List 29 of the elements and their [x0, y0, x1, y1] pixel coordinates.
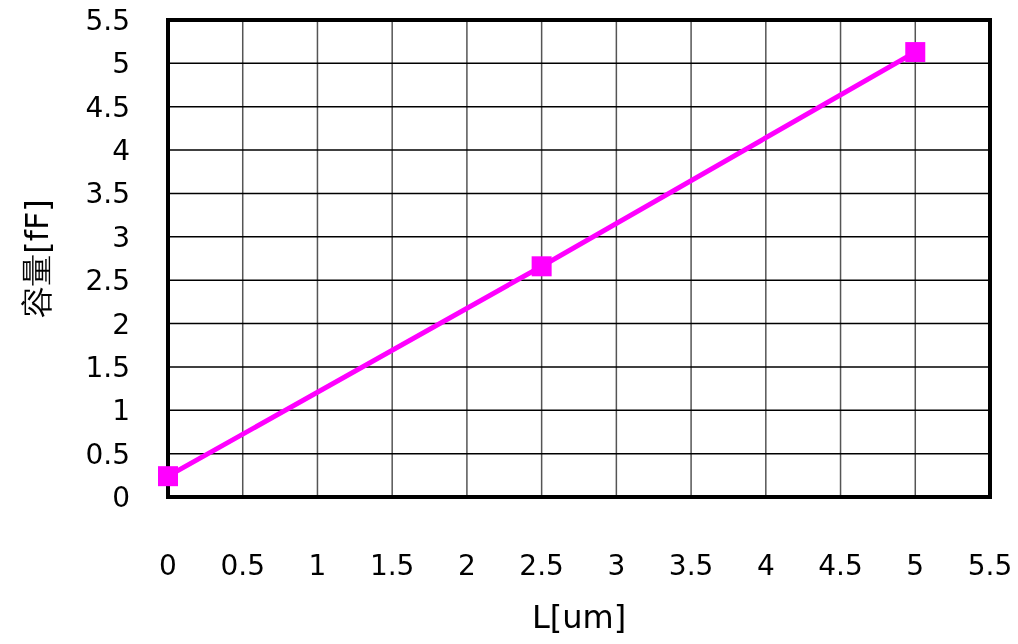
y-tick-label: 4 — [112, 134, 130, 168]
y-tick-label: 3.5 — [85, 177, 130, 211]
x-axis-title: L[um] — [531, 598, 627, 636]
point — [905, 42, 926, 63]
x-tick-label: 3 — [607, 549, 626, 582]
x-tick-label: 4 — [756, 549, 775, 582]
x-tick-label: 3.5 — [668, 549, 714, 582]
x-tick-label: 2 — [458, 549, 476, 582]
point — [158, 466, 178, 487]
y-tick-label: 0 — [112, 481, 130, 514]
x-tick-label: 1 — [308, 549, 327, 582]
y-axis-title: 容量[fF] — [18, 199, 56, 318]
x-tick-label: 0 — [159, 549, 177, 582]
x-tick-label: 2.5 — [519, 549, 564, 582]
y-tick-label: 1 — [112, 394, 130, 428]
x-tick-label: 0.5 — [220, 549, 265, 582]
y-tick-label: 4.5 — [85, 90, 130, 124]
x-tick-label: 1.5 — [369, 549, 415, 582]
y-tick-label: 3 — [112, 220, 130, 254]
y-tick-label: 1.5 — [85, 350, 130, 384]
x-tick-label: 4.5 — [818, 549, 863, 582]
y-tick-label: 5.5 — [85, 4, 130, 37]
y-tick-label: 2.5 — [85, 264, 130, 298]
x-tick-label: 5.5 — [967, 549, 1013, 582]
y-tick-label: 2 — [112, 307, 130, 341]
y-tick-label: 0.5 — [85, 437, 130, 471]
point — [531, 256, 552, 277]
x-tick-label: 5 — [906, 549, 925, 582]
y-tick-label: 5 — [112, 47, 130, 81]
